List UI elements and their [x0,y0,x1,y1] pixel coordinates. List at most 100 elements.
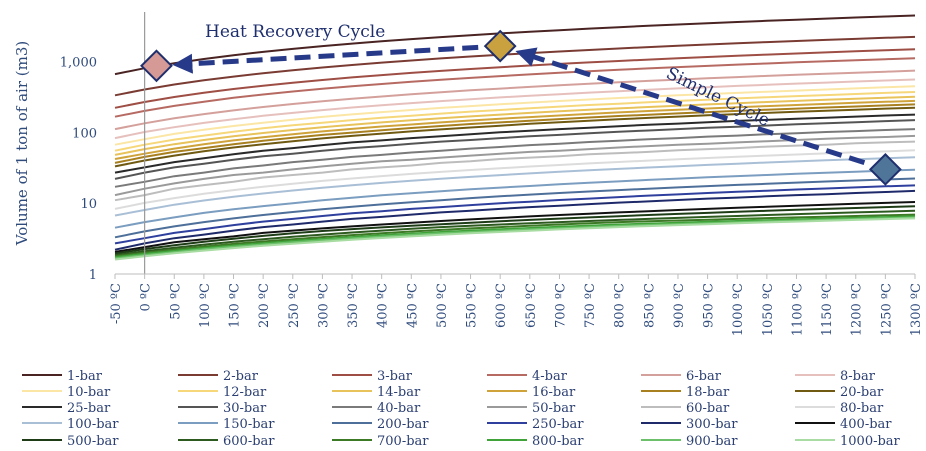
legend-label-10-bar: 10-bar [67,385,111,400]
y-tick-label: 10 [80,197,97,212]
legend-label-80-bar: 80-bar [840,401,884,416]
series-line-1000-bar [114,217,916,261]
x-tick-label: 1100 ºC [790,283,805,336]
legend-label-300-bar: 300-bar [686,417,738,432]
series-line-1-bar [114,14,916,76]
legend-label-1-bar: 1-bar [67,369,103,384]
legend-label-18-bar: 18-bar [686,385,730,400]
legend-label-40-bar: 40-bar [377,401,421,416]
y-axis-label: Volume of 1 ton of air (m3) [13,41,31,246]
series-line-250-bar [114,184,916,245]
series-line-200-bar [114,177,916,239]
x-tick-label: 950 ºC [702,283,717,328]
x-tick-label: 1050 ºC [761,283,776,336]
x-tick-label: 150 ºC [228,283,243,328]
legend-label-25-bar: 25-bar [67,401,111,416]
legend-label-50-bar: 50-bar [532,401,576,416]
x-tick-label: 1000 ºC [731,283,746,336]
x-tick-label: 250 ºC [287,283,302,328]
legend-label-1000-bar: 1000-bar [840,434,901,449]
series-line-3-bar [114,48,916,109]
x-tick-label: 0 ºC [139,283,154,312]
legend-label-16-bar: 16-bar [532,385,576,400]
series-line-800-bar [114,215,916,259]
series-line-100-bar [114,156,916,217]
x-tick-label: 500 ºC [435,283,450,328]
marker-recovered [140,49,173,83]
series-line-16-bar [114,99,916,160]
series-line-30-bar [114,119,916,180]
series-line-14-bar [114,95,916,156]
x-tick-label: 850 ºC [642,283,657,328]
x-tick-label: 400 ºC [376,283,391,328]
x-tick-label: 650 ºC [524,283,539,328]
marker-hot [483,29,517,63]
simple-cycle-arrow [515,47,866,166]
series-line-50-bar [114,134,916,197]
series-line-18-bar [114,103,916,164]
y-tick-label: 100 [72,126,97,141]
legend-label-14-bar: 14-bar [377,385,421,400]
series-line-10-bar [114,85,916,146]
legend: 1-bar 2-bar 3-bar 4-bar 6-bar 8-bar 10-bar 12-b… [22,369,901,449]
legend-label-600-bar: 600-bar [223,434,275,449]
x-tick-label: 50 ºC [168,283,183,320]
x-tick-label: 200 ºC [257,283,272,328]
x-tick-label: 600 ºC [494,283,509,328]
legend-label-4-bar: 4-bar [532,369,568,384]
legend-label-150-bar: 150-bar [223,417,275,432]
legend-label-12-bar: 12-bar [223,385,267,400]
heat-recovery-arrow [172,44,479,74]
series-line-60-bar [114,140,916,202]
x-tick-label: 750 ºC [583,283,598,328]
series-line-400-bar [114,201,916,253]
series-line-500-bar [114,205,916,255]
legend-label-6-bar: 6-bar [686,369,722,384]
series-line-12-bar [114,91,916,152]
series-line-80-bar [114,149,916,210]
legend-label-8-bar: 8-bar [840,369,876,384]
x-tick-label: 700 ºC [553,283,568,328]
legend-label-2-bar: 2-bar [223,369,259,384]
x-tick-label: 350 ºC [346,283,361,328]
legend-label-60-bar: 60-bar [686,401,730,416]
legend-label-20-bar: 20-bar [840,385,884,400]
x-tick-label: 100 ºC [198,283,213,328]
y-tick-label: 1 [89,268,97,283]
series-line-700-bar [114,213,916,258]
axes: 1 10 100 1,000 -50 ºC 0 ºC 50 ºC 100 ºC 150 ºC 20… [13,12,924,336]
marker-compressed [868,152,902,186]
x-tick-label: 1250 ºC [879,283,894,336]
legend-label-900-bar: 900-bar [686,434,738,449]
x-tick-label: 900 ºC [672,283,687,328]
x-tick-label: 550 ºC [465,283,480,328]
heat-recovery-label: Heat Recovery Cycle [205,22,385,42]
x-tick-label: 1150 ºC [820,283,835,336]
series-line-4-bar [114,57,916,118]
legend-label-400-bar: 400-bar [840,417,892,432]
x-tick-label: 450 ºC [405,283,420,328]
series-line-600-bar [114,209,916,257]
series-line-20-bar [114,106,916,168]
plot-lines [114,14,916,261]
series-line-25-bar [114,113,916,174]
series-line-300-bar [114,189,916,251]
series-line-8-bar [114,78,916,140]
legend-label-100-bar: 100-bar [67,417,119,432]
x-tick-label: 800 ºC [613,283,628,328]
y-tick-label: 1,000 [60,56,97,71]
x-tick-label: 1200 ºC [850,283,865,336]
series-line-150-bar [114,168,916,229]
legend-label-500-bar: 500-bar [67,434,119,449]
legend-label-700-bar: 700-bar [377,434,429,449]
legend-label-200-bar: 200-bar [377,417,429,432]
legend-label-3-bar: 3-bar [377,369,413,384]
series-line-6-bar [114,69,916,131]
legend-label-250-bar: 250-bar [532,417,584,432]
legend-label-800-bar: 800-bar [532,434,584,449]
legend-label-30-bar: 30-bar [223,401,267,416]
series-line-2-bar [114,35,916,97]
x-tick-label: 1300 ºC [909,283,924,336]
x-tick-label: -50 ºC [109,283,124,324]
